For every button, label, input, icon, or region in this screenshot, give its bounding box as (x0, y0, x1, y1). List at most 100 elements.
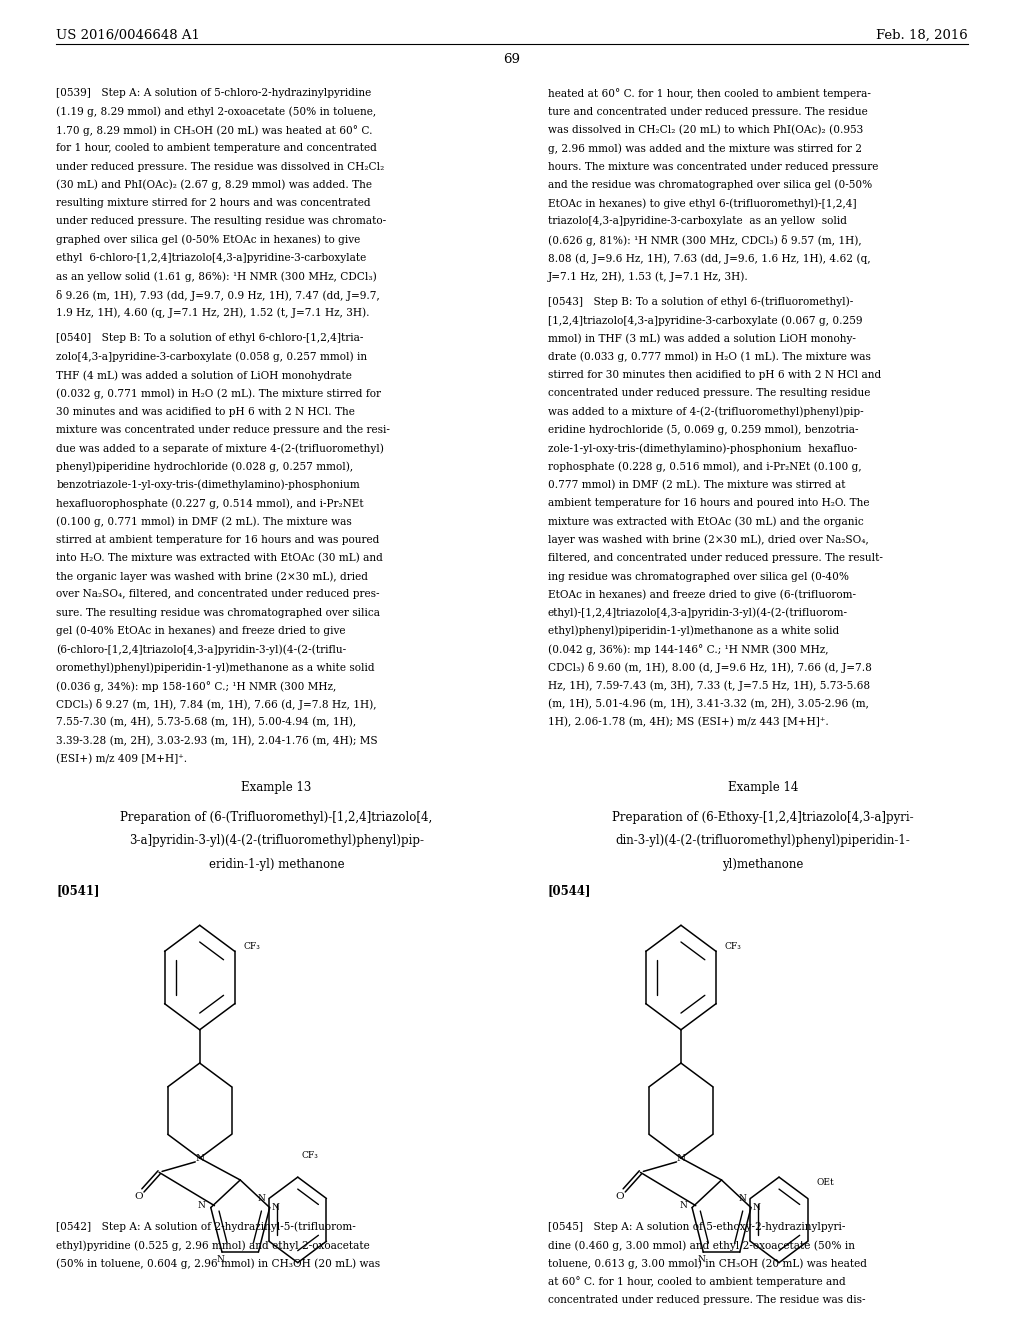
Text: ture and concentrated under reduced pressure. The residue: ture and concentrated under reduced pres… (548, 107, 867, 116)
Text: g, 2.96 mmol) was added and the mixture was stirred for 2: g, 2.96 mmol) was added and the mixture … (548, 144, 862, 154)
Text: [0543] Step B: To a solution of ethyl 6-(trifluoromethyl)-: [0543] Step B: To a solution of ethyl 6-… (548, 297, 853, 308)
Text: 69: 69 (504, 53, 520, 66)
Text: into H₂O. The mixture was extracted with EtOAc (30 mL) and: into H₂O. The mixture was extracted with… (56, 553, 383, 564)
Text: due was added to a separate of mixture 4-(2-(trifluoromethyl): due was added to a separate of mixture 4… (56, 444, 384, 454)
Text: (ESI+) m/z 409 [M+H]⁺.: (ESI+) m/z 409 [M+H]⁺. (56, 754, 187, 764)
Text: ethyl)pyridine (0.525 g, 2.96 mmol) and ethyl 2-oxoacetate: ethyl)pyridine (0.525 g, 2.96 mmol) and … (56, 1239, 370, 1250)
Text: [1,2,4]triazolo[4,3-a]pyridine-3-carboxylate (0.067 g, 0.259: [1,2,4]triazolo[4,3-a]pyridine-3-carboxy… (548, 315, 862, 326)
Text: (6-chloro-[1,2,4]triazolo[4,3-a]pyridin-3-yl)(4-(2-(triflu-: (6-chloro-[1,2,4]triazolo[4,3-a]pyridin-… (56, 644, 346, 655)
Text: 3.39-3.28 (m, 2H), 3.03-2.93 (m, 1H), 2.04-1.76 (m, 4H); MS: 3.39-3.28 (m, 2H), 3.03-2.93 (m, 1H), 2.… (56, 735, 378, 746)
Text: N: N (739, 1195, 746, 1203)
Text: O: O (134, 1192, 142, 1201)
Text: N: N (679, 1201, 687, 1210)
Text: (0.036 g, 34%): mp 158-160° C.; ¹H NMR (300 MHz,: (0.036 g, 34%): mp 158-160° C.; ¹H NMR (… (56, 681, 337, 692)
Text: Example 14: Example 14 (728, 781, 798, 795)
Text: Example 13: Example 13 (242, 781, 311, 795)
Text: J=7.1 Hz, 2H), 1.53 (t, J=7.1 Hz, 3H).: J=7.1 Hz, 2H), 1.53 (t, J=7.1 Hz, 3H). (548, 272, 749, 282)
Text: CDCl₃) δ 9.60 (m, 1H), 8.00 (d, J=9.6 Hz, 1H), 7.66 (d, J=7.8: CDCl₃) δ 9.60 (m, 1H), 8.00 (d, J=9.6 Hz… (548, 663, 871, 673)
Text: [0540] Step B: To a solution of ethyl 6-chloro-[1,2,4]tria-: [0540] Step B: To a solution of ethyl 6-… (56, 334, 364, 343)
Text: toluene, 0.613 g, 3.00 mmol) in CH₃OH (20 mL) was heated: toluene, 0.613 g, 3.00 mmol) in CH₃OH (2… (548, 1258, 867, 1269)
Text: zole-1-yl-oxy-tris-(dimethylamino)-phosphonium  hexafluo-: zole-1-yl-oxy-tris-(dimethylamino)-phosp… (548, 444, 857, 454)
Text: N: N (196, 1154, 204, 1163)
Text: stirred for 30 minutes then acidified to pH 6 with 2 N HCl and: stirred for 30 minutes then acidified to… (548, 370, 881, 380)
Text: THF (4 mL) was added a solution of LiOH monohydrate: THF (4 mL) was added a solution of LiOH … (56, 370, 352, 380)
Text: (0.100 g, 0.771 mmol) in DMF (2 mL). The mixture was: (0.100 g, 0.771 mmol) in DMF (2 mL). The… (56, 516, 352, 527)
Text: benzotriazole-1-yl-oxy-tris-(dimethylamino)-phosphonium: benzotriazole-1-yl-oxy-tris-(dimethylami… (56, 479, 360, 490)
Text: under reduced pressure. The residue was dissolved in CH₂Cl₂: under reduced pressure. The residue was … (56, 161, 385, 172)
Text: N: N (217, 1255, 224, 1265)
Text: [0539] Step A: A solution of 5-chloro-2-hydrazinylpyridine: [0539] Step A: A solution of 5-chloro-2-… (56, 88, 372, 99)
Text: mixture was extracted with EtOAc (30 mL) and the organic: mixture was extracted with EtOAc (30 mL)… (548, 516, 863, 527)
Text: [0542] Step A: A solution of 2-hydrazinyl-5-(trifluorom-: [0542] Step A: A solution of 2-hydraziny… (56, 1222, 356, 1233)
Text: oromethyl)phenyl)piperidin-1-yl)methanone as a white solid: oromethyl)phenyl)piperidin-1-yl)methanon… (56, 663, 375, 673)
Text: US 2016/0046648 A1: US 2016/0046648 A1 (56, 29, 201, 42)
Text: stirred at ambient temperature for 16 hours and was poured: stirred at ambient temperature for 16 ho… (56, 535, 380, 545)
Text: CF₃: CF₃ (301, 1151, 318, 1160)
Text: hexafluorophosphate (0.227 g, 0.514 mmol), and i-Pr₂NEt: hexafluorophosphate (0.227 g, 0.514 mmol… (56, 498, 364, 508)
Text: 3-a]pyridin-3-yl)(4-(2-(trifluoromethyl)phenyl)pip-: 3-a]pyridin-3-yl)(4-(2-(trifluoromethyl)… (129, 834, 424, 847)
Text: sure. The resulting residue was chromatographed over silica: sure. The resulting residue was chromato… (56, 607, 380, 618)
Text: CDCl₃) δ 9.27 (m, 1H), 7.84 (m, 1H), 7.66 (d, J=7.8 Hz, 1H),: CDCl₃) δ 9.27 (m, 1H), 7.84 (m, 1H), 7.6… (56, 700, 377, 710)
Text: O: O (615, 1192, 624, 1201)
Text: 1.70 g, 8.29 mmol) in CH₃OH (20 mL) was heated at 60° C.: 1.70 g, 8.29 mmol) in CH₃OH (20 mL) was … (56, 125, 373, 136)
Text: (0.626 g, 81%): ¹H NMR (300 MHz, CDCl₃) δ 9.57 (m, 1H),: (0.626 g, 81%): ¹H NMR (300 MHz, CDCl₃) … (548, 235, 861, 246)
Text: (30 mL) and PhI(OAc)₂ (2.67 g, 8.29 mmol) was added. The: (30 mL) and PhI(OAc)₂ (2.67 g, 8.29 mmol… (56, 180, 373, 190)
Text: (m, 1H), 5.01-4.96 (m, 1H), 3.41-3.32 (m, 2H), 3.05-2.96 (m,: (m, 1H), 5.01-4.96 (m, 1H), 3.41-3.32 (m… (548, 700, 868, 709)
Text: concentrated under reduced pressure. The resulting residue: concentrated under reduced pressure. The… (548, 388, 870, 399)
Text: [0545] Step A: A solution of 5-ethoxy-2-hydrazinylpyri-: [0545] Step A: A solution of 5-ethoxy-2-… (548, 1222, 845, 1232)
Text: Hz, 1H), 7.59-7.43 (m, 3H), 7.33 (t, J=7.5 Hz, 1H), 5.73-5.68: Hz, 1H), 7.59-7.43 (m, 3H), 7.33 (t, J=7… (548, 681, 870, 692)
Text: EtOAc in hexanes) and freeze dried to give (6-(trifluorom-: EtOAc in hexanes) and freeze dried to gi… (548, 589, 856, 599)
Text: mixture was concentrated under reduce pressure and the resi-: mixture was concentrated under reduce pr… (56, 425, 390, 434)
Text: [0541]: [0541] (56, 883, 99, 896)
Text: N: N (677, 1154, 685, 1163)
Text: δ 9.26 (m, 1H), 7.93 (dd, J=9.7, 0.9 Hz, 1H), 7.47 (dd, J=9.7,: δ 9.26 (m, 1H), 7.93 (dd, J=9.7, 0.9 Hz,… (56, 289, 380, 301)
Text: 8.08 (d, J=9.6 Hz, 1H), 7.63 (dd, J=9.6, 1.6 Hz, 1H), 4.62 (q,: 8.08 (d, J=9.6 Hz, 1H), 7.63 (dd, J=9.6,… (548, 253, 870, 264)
Text: EtOAc in hexanes) to give ethyl 6-(trifluoromethyl)-[1,2,4]: EtOAc in hexanes) to give ethyl 6-(trifl… (548, 198, 856, 209)
Text: Feb. 18, 2016: Feb. 18, 2016 (876, 29, 968, 42)
Text: [0544]: [0544] (548, 883, 591, 896)
Text: gel (0-40% EtOAc in hexanes) and freeze dried to give: gel (0-40% EtOAc in hexanes) and freeze … (56, 626, 346, 636)
Text: mmol) in THF (3 mL) was added a solution LiOH monohy-: mmol) in THF (3 mL) was added a solution… (548, 334, 856, 345)
Text: concentrated under reduced pressure. The residue was dis-: concentrated under reduced pressure. The… (548, 1295, 865, 1305)
Text: as an yellow solid (1.61 g, 86%): ¹H NMR (300 MHz, CDCl₃): as an yellow solid (1.61 g, 86%): ¹H NMR… (56, 272, 377, 282)
Text: (0.042 g, 36%): mp 144-146° C.; ¹H NMR (300 MHz,: (0.042 g, 36%): mp 144-146° C.; ¹H NMR (… (548, 644, 828, 655)
Text: (1.19 g, 8.29 mmol) and ethyl 2-oxoacetate (50% in toluene,: (1.19 g, 8.29 mmol) and ethyl 2-oxoaceta… (56, 107, 377, 117)
Text: drate (0.033 g, 0.777 mmol) in H₂O (1 mL). The mixture was: drate (0.033 g, 0.777 mmol) in H₂O (1 mL… (548, 351, 870, 362)
Text: (50% in toluene, 0.604 g, 2.96 mmol) in CH₃OH (20 mL) was: (50% in toluene, 0.604 g, 2.96 mmol) in … (56, 1258, 381, 1269)
Text: dine (0.460 g, 3.00 mmol) and ethyl 2-oxoacetate (50% in: dine (0.460 g, 3.00 mmol) and ethyl 2-ox… (548, 1239, 855, 1250)
Text: N: N (753, 1203, 761, 1212)
Text: N: N (271, 1203, 280, 1212)
Text: ing residue was chromatographed over silica gel (0-40%: ing residue was chromatographed over sil… (548, 572, 849, 582)
Text: yl)methanone: yl)methanone (722, 858, 804, 871)
Text: ambient temperature for 16 hours and poured into H₂O. The: ambient temperature for 16 hours and pou… (548, 498, 869, 508)
Text: ethyl)phenyl)piperidin-1-yl)methanone as a white solid: ethyl)phenyl)piperidin-1-yl)methanone as… (548, 626, 839, 636)
Text: CF₃: CF₃ (244, 942, 260, 952)
Text: the organic layer was washed with brine (2×30 mL), dried: the organic layer was washed with brine … (56, 572, 369, 582)
Text: at 60° C. for 1 hour, cooled to ambient temperature and: at 60° C. for 1 hour, cooled to ambient … (548, 1276, 846, 1287)
Text: CF₃: CF₃ (725, 942, 741, 952)
Text: ethyl)-[1,2,4]triazolo[4,3-a]pyridin-3-yl)(4-(2-(trifluorom-: ethyl)-[1,2,4]triazolo[4,3-a]pyridin-3-y… (548, 607, 848, 618)
Text: 1.9 Hz, 1H), 4.60 (q, J=7.1 Hz, 2H), 1.52 (t, J=7.1 Hz, 3H).: 1.9 Hz, 1H), 4.60 (q, J=7.1 Hz, 2H), 1.5… (56, 308, 370, 318)
Text: din-3-yl)(4-(2-(trifluoromethyl)phenyl)piperidin-1-: din-3-yl)(4-(2-(trifluoromethyl)phenyl)p… (615, 834, 910, 847)
Text: N: N (698, 1255, 706, 1265)
Text: and the residue was chromatographed over silica gel (0-50%: and the residue was chromatographed over… (548, 180, 872, 190)
Text: eridin-1-yl) methanone: eridin-1-yl) methanone (209, 858, 344, 871)
Text: N: N (258, 1195, 265, 1203)
Text: hours. The mixture was concentrated under reduced pressure: hours. The mixture was concentrated unde… (548, 161, 879, 172)
Text: layer was washed with brine (2×30 mL), dried over Na₂SO₄,: layer was washed with brine (2×30 mL), d… (548, 535, 868, 545)
Text: zolo[4,3-a]pyridine-3-carboxylate (0.058 g, 0.257 mmol) in: zolo[4,3-a]pyridine-3-carboxylate (0.058… (56, 351, 368, 362)
Text: under reduced pressure. The resulting residue was chromato-: under reduced pressure. The resulting re… (56, 216, 386, 227)
Text: filtered, and concentrated under reduced pressure. The result-: filtered, and concentrated under reduced… (548, 553, 883, 562)
Text: ethyl  6-chloro-[1,2,4]triazolo[4,3-a]pyridine-3-carboxylate: ethyl 6-chloro-[1,2,4]triazolo[4,3-a]pyr… (56, 253, 367, 263)
Text: N: N (198, 1201, 206, 1210)
Text: rophosphate (0.228 g, 0.516 mmol), and i-Pr₂NEt (0.100 g,: rophosphate (0.228 g, 0.516 mmol), and i… (548, 462, 861, 473)
Text: (0.032 g, 0.771 mmol) in H₂O (2 mL). The mixture stirred for: (0.032 g, 0.771 mmol) in H₂O (2 mL). The… (56, 388, 381, 399)
Text: heated at 60° C. for 1 hour, then cooled to ambient tempera-: heated at 60° C. for 1 hour, then cooled… (548, 88, 870, 99)
Text: 1H), 2.06-1.78 (m, 4H); MS (ESI+) m/z 443 [M+H]⁺.: 1H), 2.06-1.78 (m, 4H); MS (ESI+) m/z 44… (548, 717, 828, 727)
Text: triazolo[4,3-a]pyridine-3-carboxylate  as an yellow  solid: triazolo[4,3-a]pyridine-3-carboxylate as… (548, 216, 847, 227)
Text: was added to a mixture of 4-(2-(trifluoromethyl)phenyl)pip-: was added to a mixture of 4-(2-(trifluor… (548, 407, 863, 417)
Text: Preparation of (6-Ethoxy-[1,2,4]triazolo[4,3-a]pyri-: Preparation of (6-Ethoxy-[1,2,4]triazolo… (612, 810, 913, 824)
Text: 7.55-7.30 (m, 4H), 5.73-5.68 (m, 1H), 5.00-4.94 (m, 1H),: 7.55-7.30 (m, 4H), 5.73-5.68 (m, 1H), 5.… (56, 717, 356, 727)
Text: phenyl)piperidine hydrochloride (0.028 g, 0.257 mmol),: phenyl)piperidine hydrochloride (0.028 g… (56, 462, 353, 473)
Text: eridine hydrochloride (5, 0.069 g, 0.259 mmol), benzotria-: eridine hydrochloride (5, 0.069 g, 0.259… (548, 425, 858, 436)
